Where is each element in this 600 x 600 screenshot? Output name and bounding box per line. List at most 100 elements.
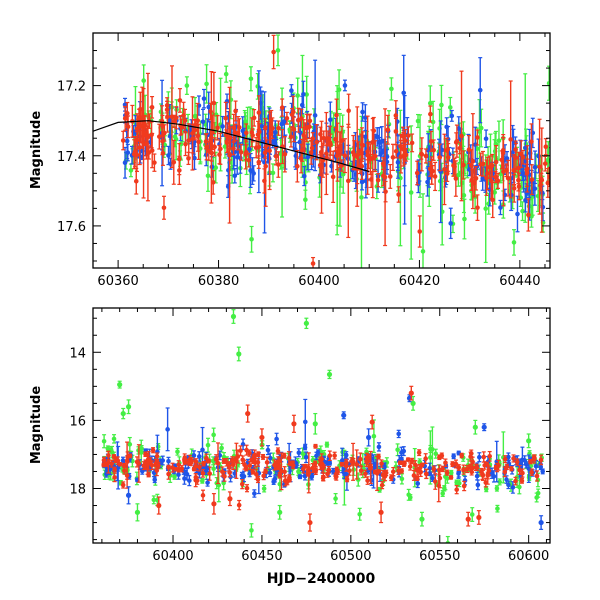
green-data-point	[389, 86, 394, 92]
blue-data-point	[444, 124, 449, 130]
red-data-point	[161, 205, 167, 211]
top-panel-axes: 60360 60380 60400 60420 60440 17.2 17.4 17.6	[57, 32, 551, 289]
blue-data-point	[301, 91, 306, 97]
green-data-point	[496, 138, 502, 143]
red-data-point	[308, 150, 314, 155]
red-data-point	[271, 49, 276, 55]
red-data-point	[482, 463, 488, 468]
red-data-point	[407, 464, 413, 469]
blue-data-point	[360, 109, 365, 115]
green-data-point	[249, 528, 254, 533]
red-data-point	[276, 125, 281, 131]
green-data-point	[324, 442, 330, 447]
red-data-point	[428, 111, 433, 117]
blue-data-point	[374, 461, 379, 467]
red-data-point	[173, 115, 179, 121]
green-data-point	[440, 491, 446, 496]
red-data-point	[217, 152, 222, 157]
x-tick-label: 60440	[499, 274, 540, 289]
blue-data-point	[247, 146, 252, 152]
x-tick-label: 60420	[399, 274, 440, 289]
green-data-point	[200, 478, 205, 484]
red-data-point	[365, 152, 370, 158]
green-data-point	[151, 497, 157, 503]
blue-data-point	[250, 168, 255, 174]
red-data-point	[209, 150, 215, 156]
red-data-point	[406, 133, 411, 138]
green-data-point	[249, 236, 254, 242]
red-data-point	[387, 174, 393, 179]
blue-data-point	[124, 138, 130, 144]
green-data-point	[111, 436, 117, 442]
green-data-point	[428, 446, 433, 452]
green-data-point	[483, 486, 489, 492]
red-data-point	[190, 136, 195, 142]
red-data-point	[263, 163, 268, 169]
red-data-point	[207, 471, 213, 476]
red-data-point	[263, 126, 268, 131]
red-data-point	[312, 461, 318, 466]
red-data-point	[122, 116, 128, 121]
red-data-point	[183, 141, 188, 147]
red-data-point	[332, 453, 337, 458]
blue-data-point	[184, 471, 190, 477]
red-data-point	[461, 483, 467, 489]
red-data-point	[236, 502, 242, 508]
blue-data-point	[413, 14, 418, 19]
blue-data-point	[540, 469, 546, 474]
red-data-point	[459, 453, 464, 458]
red-data-point	[508, 137, 513, 142]
red-data-point	[222, 474, 227, 479]
green-data-point	[495, 506, 500, 511]
red-data-point	[327, 453, 333, 459]
red-data-point	[310, 136, 316, 141]
top-panel-y-label: Magnitude	[29, 111, 44, 190]
red-data-point	[359, 163, 365, 169]
plot-frame	[92, 32, 551, 269]
blue-data-point	[456, 126, 462, 131]
red-data-point	[230, 462, 236, 468]
blue-data-point	[515, 211, 520, 217]
y-tick-label: 17.6	[57, 220, 86, 235]
red-data-point	[232, 130, 238, 135]
red-data-point	[385, 127, 391, 133]
red-data-point	[489, 178, 494, 184]
red-data-point	[191, 466, 197, 472]
blue-data-point	[448, 221, 454, 226]
red-data-point	[456, 465, 462, 470]
green-data-point	[535, 490, 541, 496]
red-data-point	[345, 178, 351, 184]
green-data-point	[494, 486, 500, 491]
red-data-point	[186, 156, 191, 161]
blue-data-point	[415, 481, 421, 486]
green-data-point	[222, 144, 228, 149]
red-data-point	[368, 156, 373, 162]
green-data-point	[433, 451, 439, 457]
red-data-point	[224, 140, 230, 146]
red-data-point	[253, 145, 259, 150]
red-data-point	[330, 174, 336, 180]
red-data-point	[212, 144, 217, 150]
red-data-point	[398, 143, 403, 149]
red-data-point	[347, 468, 352, 474]
blue-data-point	[296, 450, 302, 456]
blue-data-point	[302, 445, 308, 450]
red-data-point	[186, 138, 192, 143]
red-data-point	[321, 474, 326, 480]
red-data-point	[431, 147, 436, 153]
red-data-point	[125, 111, 130, 116]
blue-data-point	[196, 454, 202, 459]
red-data-point	[239, 481, 245, 487]
red-data-point	[134, 138, 140, 143]
red-data-point	[393, 113, 399, 118]
green-data-point	[303, 197, 308, 203]
red-data-point	[253, 471, 259, 477]
green-data-point	[109, 449, 115, 455]
red-data-point	[511, 168, 517, 173]
green-data-point	[105, 446, 111, 451]
red-data-point	[423, 153, 429, 159]
red-data-point	[215, 125, 220, 131]
red-data-point	[351, 152, 357, 158]
red-data-point	[437, 155, 443, 160]
